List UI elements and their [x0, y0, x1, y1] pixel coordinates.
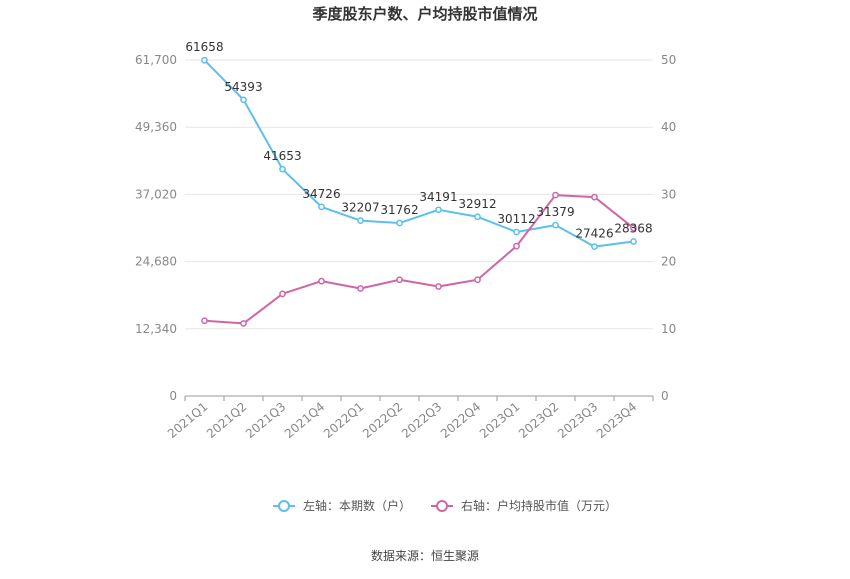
x-axis-tick-label: 2023Q1 — [477, 400, 522, 441]
series-1-point — [396, 219, 403, 227]
x-axis-tick-label: 2021Q1 — [165, 400, 210, 441]
right-axis-tick-label: 50 — [661, 53, 676, 67]
x-axis-tick-label: 2022Q1 — [321, 400, 366, 441]
series-1-point — [591, 243, 598, 250]
data-label: 61658 — [185, 40, 223, 54]
series-2-point — [396, 276, 403, 284]
series-2-point — [630, 224, 637, 232]
series-2-point — [279, 290, 286, 298]
series-line-2 — [204, 194, 635, 325]
x-axis-tick-label: 2021Q2 — [204, 400, 249, 441]
series-2-point — [591, 193, 598, 201]
series-2-point — [318, 277, 325, 285]
data-label: 32207 — [341, 201, 379, 215]
left-axis-tick-label: 0 — [169, 389, 177, 403]
x-axis-tick-label: 2021Q4 — [282, 400, 327, 441]
legend-marker-1 — [278, 500, 290, 512]
series-1-point — [513, 228, 520, 236]
data-label: 28368 — [614, 222, 652, 236]
series-2-point — [513, 242, 520, 250]
right-axis-tick-label: 30 — [661, 187, 676, 201]
legend-label-2: 右轴：户均持股市值（万元） — [461, 498, 617, 513]
right-axis-tick-label: 0 — [661, 389, 669, 403]
series-2-point — [552, 191, 559, 199]
left-axis-tick-label: 61,700 — [135, 53, 177, 67]
x-axis-tick-label: 2021Q3 — [243, 400, 288, 441]
series-1-point — [630, 238, 637, 245]
right-axis-tick-label: 20 — [661, 255, 676, 269]
series-2-point — [474, 276, 481, 284]
series-1-point — [240, 96, 247, 104]
series-2-point — [201, 317, 208, 325]
right-axis-tick-label: 40 — [661, 120, 676, 134]
series-1-point — [474, 213, 481, 221]
x-axis-tick-label: 2022Q2 — [360, 400, 405, 441]
x-axis-tick-label: 2023Q3 — [555, 400, 600, 441]
x-axis-tick-label: 2022Q3 — [399, 400, 444, 441]
left-axis-tick-label: 12,340 — [135, 322, 177, 336]
series-1-point — [357, 217, 364, 224]
data-label: 31762 — [380, 203, 418, 217]
data-label: 27426 — [575, 227, 613, 241]
x-axis-tick-label: 2022Q4 — [438, 400, 483, 441]
data-label: 31379 — [536, 205, 574, 219]
data-label: 34726 — [302, 187, 340, 201]
data-label: 41653 — [263, 149, 301, 163]
series-line-1 — [203, 59, 634, 248]
legend-marker-2 — [436, 500, 448, 512]
source-text: 数据来源：恒生聚源 — [371, 548, 479, 563]
series-1-point — [552, 221, 559, 229]
data-label: 32912 — [458, 197, 496, 211]
x-axis-tick-label: 2023Q4 — [594, 400, 639, 441]
right-axis-tick-label: 10 — [661, 322, 676, 336]
x-axis-tick-label: 2023Q2 — [516, 400, 561, 441]
left-axis-tick-label: 24,680 — [135, 255, 177, 269]
series-1-point — [279, 165, 286, 173]
data-label: 54393 — [224, 80, 262, 94]
series-2-point — [435, 283, 442, 290]
series-2-point — [240, 320, 247, 327]
series-1-point — [318, 203, 325, 211]
left-axis-tick-label: 49,360 — [135, 120, 177, 134]
series-2-point — [357, 285, 364, 292]
data-label: 30112 — [497, 212, 535, 226]
chart-title: 季度股东户数、户均持股市值情况 — [312, 5, 537, 23]
series-1-point — [435, 206, 442, 214]
left-axis-tick-label: 37,020 — [135, 187, 177, 201]
series-1-point — [201, 56, 208, 64]
legend-label-1: 左轴：本期数（户） — [303, 498, 411, 513]
data-label: 34191 — [419, 190, 457, 204]
